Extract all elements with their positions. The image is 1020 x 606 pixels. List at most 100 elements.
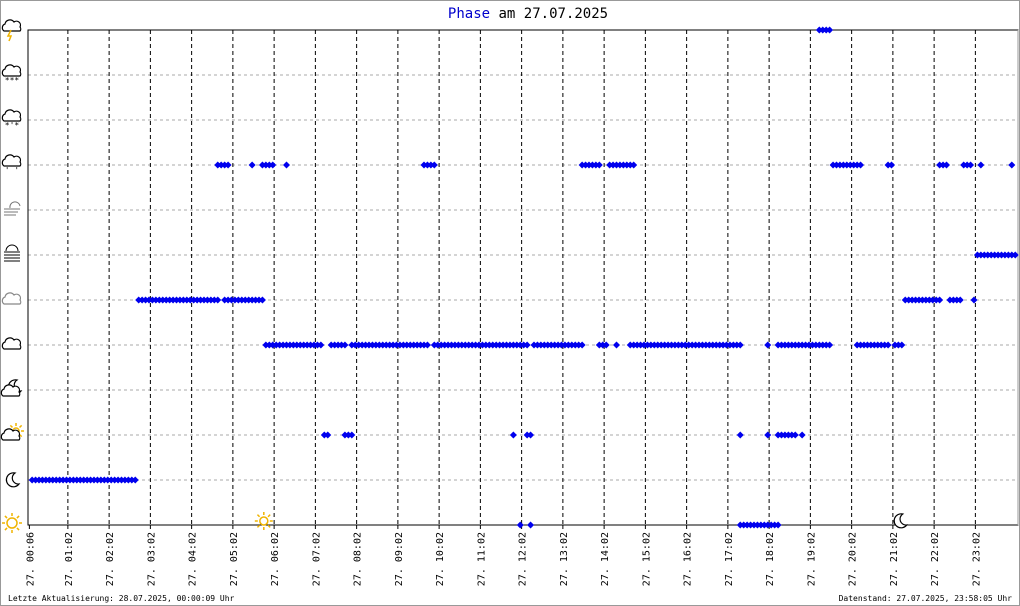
sunset-marker [893,513,909,529]
sun-icon [259,516,269,526]
sun-ray [16,527,20,531]
x-tick-label: 27. 13:02 [559,532,570,586]
point [774,521,782,529]
point [613,341,620,349]
point [956,296,964,304]
x-tick-label: 27. 09:02 [394,532,405,586]
point [131,476,139,484]
point [967,161,975,169]
x-tick-label: 27. 04:02 [188,532,199,586]
y-tick-icon [0,379,23,397]
point [943,161,950,169]
haze-arc [9,201,21,209]
x-tick-label: 27. 03:02 [146,532,157,586]
point [1008,161,1016,169]
sun-ray [267,514,271,518]
y-tick-icon: *'* [1,109,22,130]
y-tick-icon: ' ' [1,154,22,175]
x-tick-label: 27. 20:02 [848,532,859,586]
cloud-icon [1,19,22,32]
y-tick-icon [0,423,24,441]
point [324,431,332,439]
sun-ray [19,424,23,428]
x-tick-label: 27. 18:02 [765,532,776,586]
point [857,161,865,169]
point [1011,251,1019,259]
point [527,521,535,529]
x-tick-label: 27. 01:02 [64,532,75,586]
point [826,341,834,349]
point [341,341,349,349]
x-tick-label: 27. 17:02 [724,532,735,586]
x-tick-label: 27. 07:02 [311,532,322,586]
precip-icon: ' ' [5,166,19,175]
x-tick-label: 27. 10:02 [435,532,446,586]
point [764,341,772,349]
point [516,521,524,529]
point [736,431,744,439]
bolt [6,29,13,42]
point [527,431,535,439]
x-tick-label: 27. 19:02 [806,532,817,586]
y-tick-icon [1,292,22,305]
point [509,431,517,439]
x-tick-label: 27. 00:06 [25,532,36,586]
moon-icon [5,472,21,488]
cloud-icon [0,384,21,397]
title-series: Phase [448,6,490,22]
point [798,431,806,439]
point [888,161,895,169]
footer-right: Datenstand: 27.07.2025, 23:58:05 Uhr [839,594,1013,603]
sun-icon [6,517,18,529]
cloud-icon [1,337,22,350]
point [898,341,906,349]
point [736,341,744,349]
point [602,341,610,349]
x-tick-label: 27. 21:02 [889,532,900,586]
x-tick-label: 27. 11:02 [476,532,487,586]
point [970,296,978,304]
x-tick-label: 27. 05:02 [229,532,240,586]
point [248,161,256,169]
fog-arc [5,244,19,252]
x-tick-label: 27. 14:02 [600,532,611,586]
y-tick-icon [5,472,21,488]
cloud-icon [1,292,22,305]
sun-ray [267,524,271,528]
x-tick-label: 27. 23:02 [971,532,982,586]
point [423,341,431,349]
point [523,341,531,349]
point [595,161,603,169]
point [578,341,586,349]
point [317,341,325,349]
y-tick-icon: *** [1,64,22,85]
point [224,161,232,169]
cloud-icon [0,428,21,441]
sun-ray [4,527,8,531]
x-tick-label: 27. 06:02 [270,532,281,586]
sun-ray [256,524,261,528]
x-tick-label: 27. 12:02 [518,532,529,586]
x-tick-label: 27. 02:02 [105,532,116,586]
sun-ray [9,424,13,428]
point [283,161,290,169]
sun-ray [16,515,20,519]
y-tick-icon [1,19,22,42]
point [630,161,638,169]
cloud-icon [1,109,22,122]
point [258,296,266,304]
title-rest: am 27.07.2025 [499,6,609,22]
sunrise-marker [254,512,273,530]
x-tick-label: 27. 08:02 [353,532,364,586]
point [348,431,356,439]
cloud-icon [1,64,22,77]
precip-icon: *'* [5,121,20,130]
y-tick-icon [4,201,21,216]
moon-icon [893,513,909,529]
footer-left: Letzte Aktualisierung: 28.07.2025, 00:00… [8,594,235,603]
point [977,161,985,169]
y-tick-icon [4,244,20,262]
point [826,26,834,34]
